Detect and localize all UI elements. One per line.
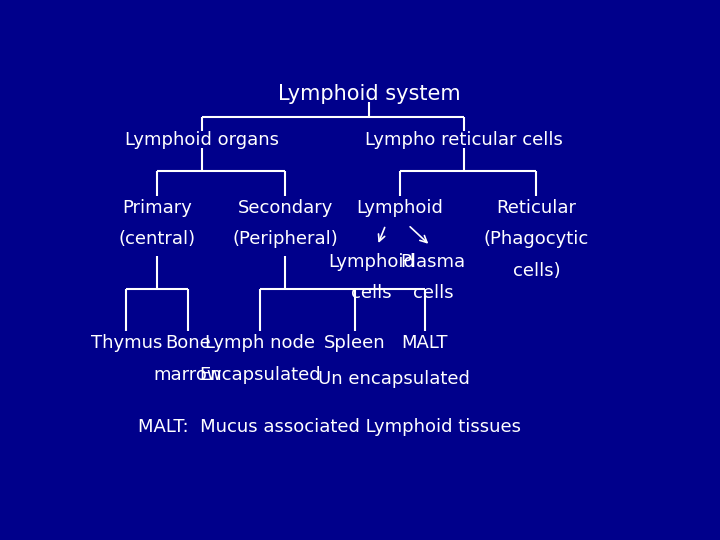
Text: Un encapsulated: Un encapsulated <box>318 370 470 388</box>
Text: Primary: Primary <box>122 199 192 217</box>
Text: Encapsulated: Encapsulated <box>199 366 321 383</box>
Text: cells: cells <box>351 285 392 302</box>
Text: Thymus: Thymus <box>91 334 162 353</box>
Text: cells): cells) <box>513 261 560 280</box>
Text: Lymphoid: Lymphoid <box>356 199 443 217</box>
Text: Secondary: Secondary <box>238 199 333 217</box>
Text: (Phagocytic: (Phagocytic <box>484 231 589 248</box>
Text: MALT: MALT <box>402 334 448 353</box>
Text: Reticular: Reticular <box>496 199 577 217</box>
Text: Lymph node: Lymph node <box>205 334 315 353</box>
Text: Bone: Bone <box>165 334 210 353</box>
Text: (Peripheral): (Peripheral) <box>233 231 338 248</box>
Text: Plasma: Plasma <box>400 253 466 271</box>
Text: Lymphoid system: Lymphoid system <box>278 84 460 104</box>
Text: marrow: marrow <box>153 366 222 383</box>
Text: Lympho reticular cells: Lympho reticular cells <box>365 131 563 149</box>
Text: (central): (central) <box>118 231 196 248</box>
Text: cells: cells <box>413 285 454 302</box>
Text: Spleen: Spleen <box>324 334 386 353</box>
Text: Lymphoid organs: Lymphoid organs <box>125 131 279 149</box>
Text: Lymphoid: Lymphoid <box>328 253 415 271</box>
Text: MALT:  Mucus associated Lymphoid tissues: MALT: Mucus associated Lymphoid tissues <box>138 417 521 436</box>
